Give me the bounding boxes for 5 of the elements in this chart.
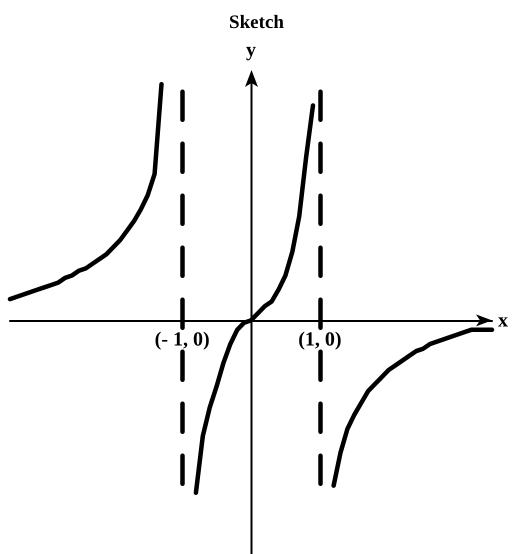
y-axis-title: y <box>246 39 256 61</box>
x-tick-label: (1, 0) <box>298 328 342 350</box>
x-tick-label: (- 1, 0) <box>154 328 210 350</box>
chart-title: Sketch <box>229 12 284 33</box>
x-axis-title: x <box>498 309 508 332</box>
